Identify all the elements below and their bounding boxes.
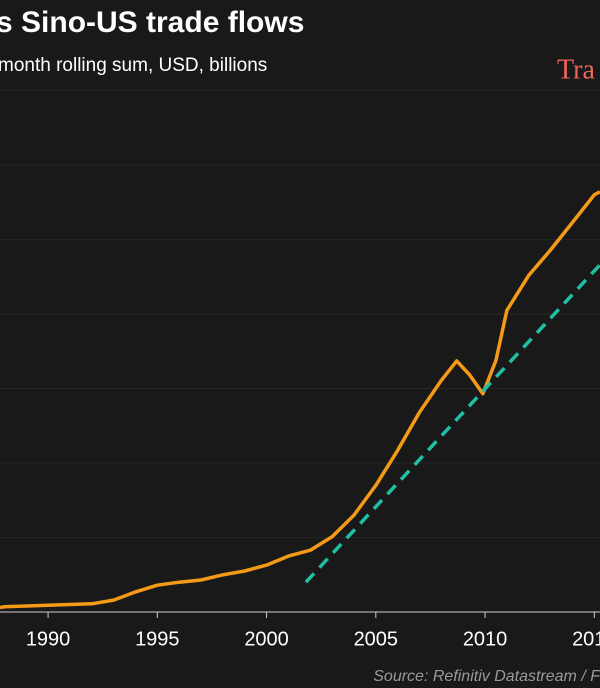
- x-tick-label: 2005: [354, 628, 399, 650]
- line: [0, 190, 600, 610]
- x-tick-label: 1995: [135, 628, 180, 650]
- x-tick-label: 2000: [244, 628, 289, 650]
- annotation: Tra: [557, 54, 595, 85]
- chart-subtitle: month rolling sum, USD, billions: [0, 55, 267, 76]
- x-tick-label: 2010: [463, 628, 508, 650]
- line: [304, 263, 600, 584]
- source: Source: Refinitiv Datastream / F: [373, 668, 600, 685]
- chart-title: s Sino-US trade flows: [0, 6, 304, 39]
- x-tick-label: 1990: [26, 628, 71, 650]
- x-tick-label: 2015: [572, 628, 600, 650]
